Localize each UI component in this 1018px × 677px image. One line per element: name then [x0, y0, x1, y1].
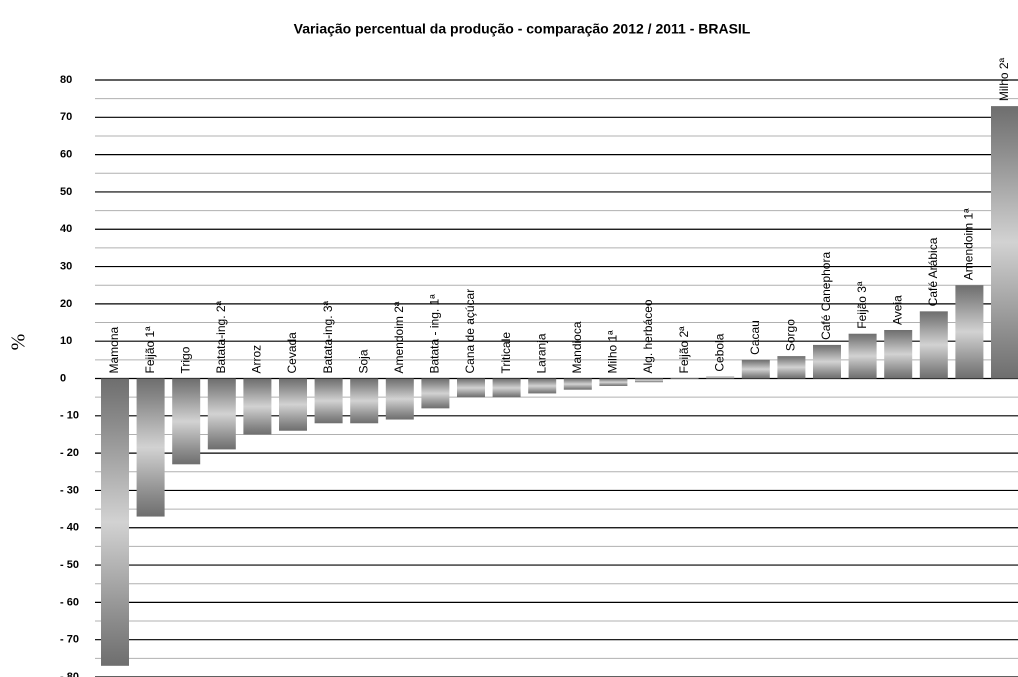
category-label: Sorgo: [784, 319, 798, 351]
y-tick-label: 40: [60, 223, 72, 235]
category-label: Mamona: [107, 326, 121, 373]
category-label: Laranja: [534, 333, 548, 373]
bar: [848, 333, 877, 379]
bar: [492, 378, 521, 398]
bar: [777, 356, 806, 379]
category-label: Aveia: [890, 295, 904, 325]
bar: [741, 359, 770, 379]
bar: [670, 378, 699, 379]
category-label: Soja: [356, 349, 370, 373]
bar: [350, 378, 379, 424]
category-label: Amendoim 1ª: [962, 208, 976, 280]
category-label: Café Arábica: [926, 237, 940, 306]
bar: [884, 329, 913, 379]
bar: [136, 378, 165, 517]
bar: [919, 311, 948, 379]
y-tick-label: 10: [60, 335, 72, 347]
y-tick-label: - 10: [60, 410, 79, 422]
y-tick-label: 60: [60, 149, 72, 161]
y-tick-label: - 20: [60, 447, 79, 459]
bar: [991, 106, 1018, 379]
bar: [385, 378, 414, 420]
y-tick-label: 30: [60, 260, 72, 272]
category-label: Mandioca: [570, 321, 584, 373]
bar: [813, 344, 841, 379]
category-label: Batata-ing. 2ª: [214, 300, 228, 373]
y-tick-label: 50: [60, 186, 72, 198]
y-tick-label: 80: [60, 74, 72, 86]
bar: [207, 378, 236, 450]
y-tick-label: 20: [60, 298, 72, 310]
bar: [243, 378, 272, 435]
y-tick-label: - 80: [60, 671, 79, 677]
category-label: Cana de açúcar: [463, 289, 477, 374]
y-tick-label: - 60: [60, 596, 79, 608]
bar: [457, 378, 485, 398]
y-tick-label: 0: [60, 372, 66, 384]
category-label: Batata-ing. 3ª: [321, 300, 335, 373]
category-label: Feijão 1ª: [143, 326, 157, 374]
bar: [101, 378, 129, 666]
bar: [955, 285, 984, 379]
category-label: Cacau: [748, 320, 762, 355]
category-label: Alg. herbáceo: [641, 299, 655, 373]
category-label: Cebola: [712, 333, 726, 371]
category-label: Amendoim 2ª: [392, 301, 406, 373]
y-tick-label: - 50: [60, 559, 79, 571]
bar: [706, 376, 735, 379]
category-label: Arroz: [250, 345, 264, 374]
bar: [172, 378, 201, 465]
bar: [421, 378, 450, 409]
bar: [599, 378, 628, 386]
bar: [279, 378, 307, 431]
bar: [563, 378, 592, 390]
bar: [635, 378, 663, 383]
y-tick-label: 70: [60, 111, 72, 123]
category-label: Trigo: [178, 346, 192, 373]
category-label: Triticale: [499, 332, 513, 374]
category-label: Feijão 2ª: [677, 326, 691, 374]
bar: [528, 378, 557, 394]
category-label: Cevada: [285, 332, 299, 374]
category-label: Milho 1ª: [606, 330, 620, 374]
y-tick-label: - 40: [60, 522, 79, 534]
bar: [314, 378, 343, 424]
category-label: Feijão 3ª: [855, 281, 869, 329]
y-axis-label: %: [8, 334, 30, 351]
y-tick-label: - 70: [60, 634, 79, 646]
chart-title: Variação percentual da produção - compar…: [294, 21, 751, 37]
category-label: Batata - ing. 1ª: [428, 294, 442, 374]
category-label: Milho 2ª: [997, 57, 1011, 101]
y-tick-label: - 30: [60, 484, 79, 496]
category-label: Café Canephora: [819, 252, 833, 340]
